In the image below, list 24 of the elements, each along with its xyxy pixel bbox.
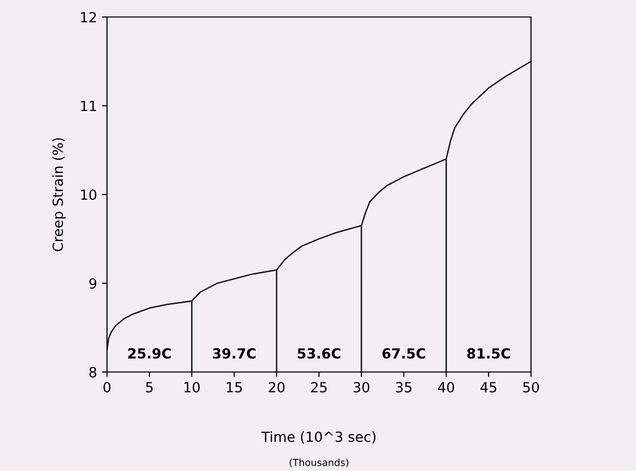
y-tick-label: 11 <box>81 100 96 112</box>
annotation: 53.6C <box>298 348 340 359</box>
annotation: 39.7C <box>212 348 256 359</box>
x-tick-label: 15 <box>226 382 242 392</box>
x-tick-label: 50 <box>523 382 539 392</box>
x-tick-label: 20 <box>268 382 285 392</box>
y-axis-title: Creep Strain (%) <box>52 138 66 252</box>
y-tick-label: 12 <box>81 12 96 22</box>
x-tick-label: 45 <box>480 382 496 392</box>
x-tick-label: 25 <box>311 382 327 392</box>
text: (Thousands) <box>290 458 348 468</box>
x-axis-title: Time (10^3 sec) <box>261 431 376 444</box>
y-tick-label: 8 <box>89 366 96 378</box>
annotation: 25.9C <box>128 348 171 359</box>
y-tick-label: 9 <box>89 278 96 289</box>
y-tick-label: 10 <box>81 189 96 200</box>
annotation: 67.5C <box>382 348 426 359</box>
x-tick-label: 10 <box>184 382 200 392</box>
x-tick-label: 0 <box>103 382 110 392</box>
x-tick-label: 30 <box>354 382 370 392</box>
annotation: 81.5C <box>467 348 510 359</box>
x-tick-label: 40 <box>438 382 454 392</box>
x-tick-label: 35 <box>396 382 412 392</box>
x-tick-label: 5 <box>146 382 153 392</box>
